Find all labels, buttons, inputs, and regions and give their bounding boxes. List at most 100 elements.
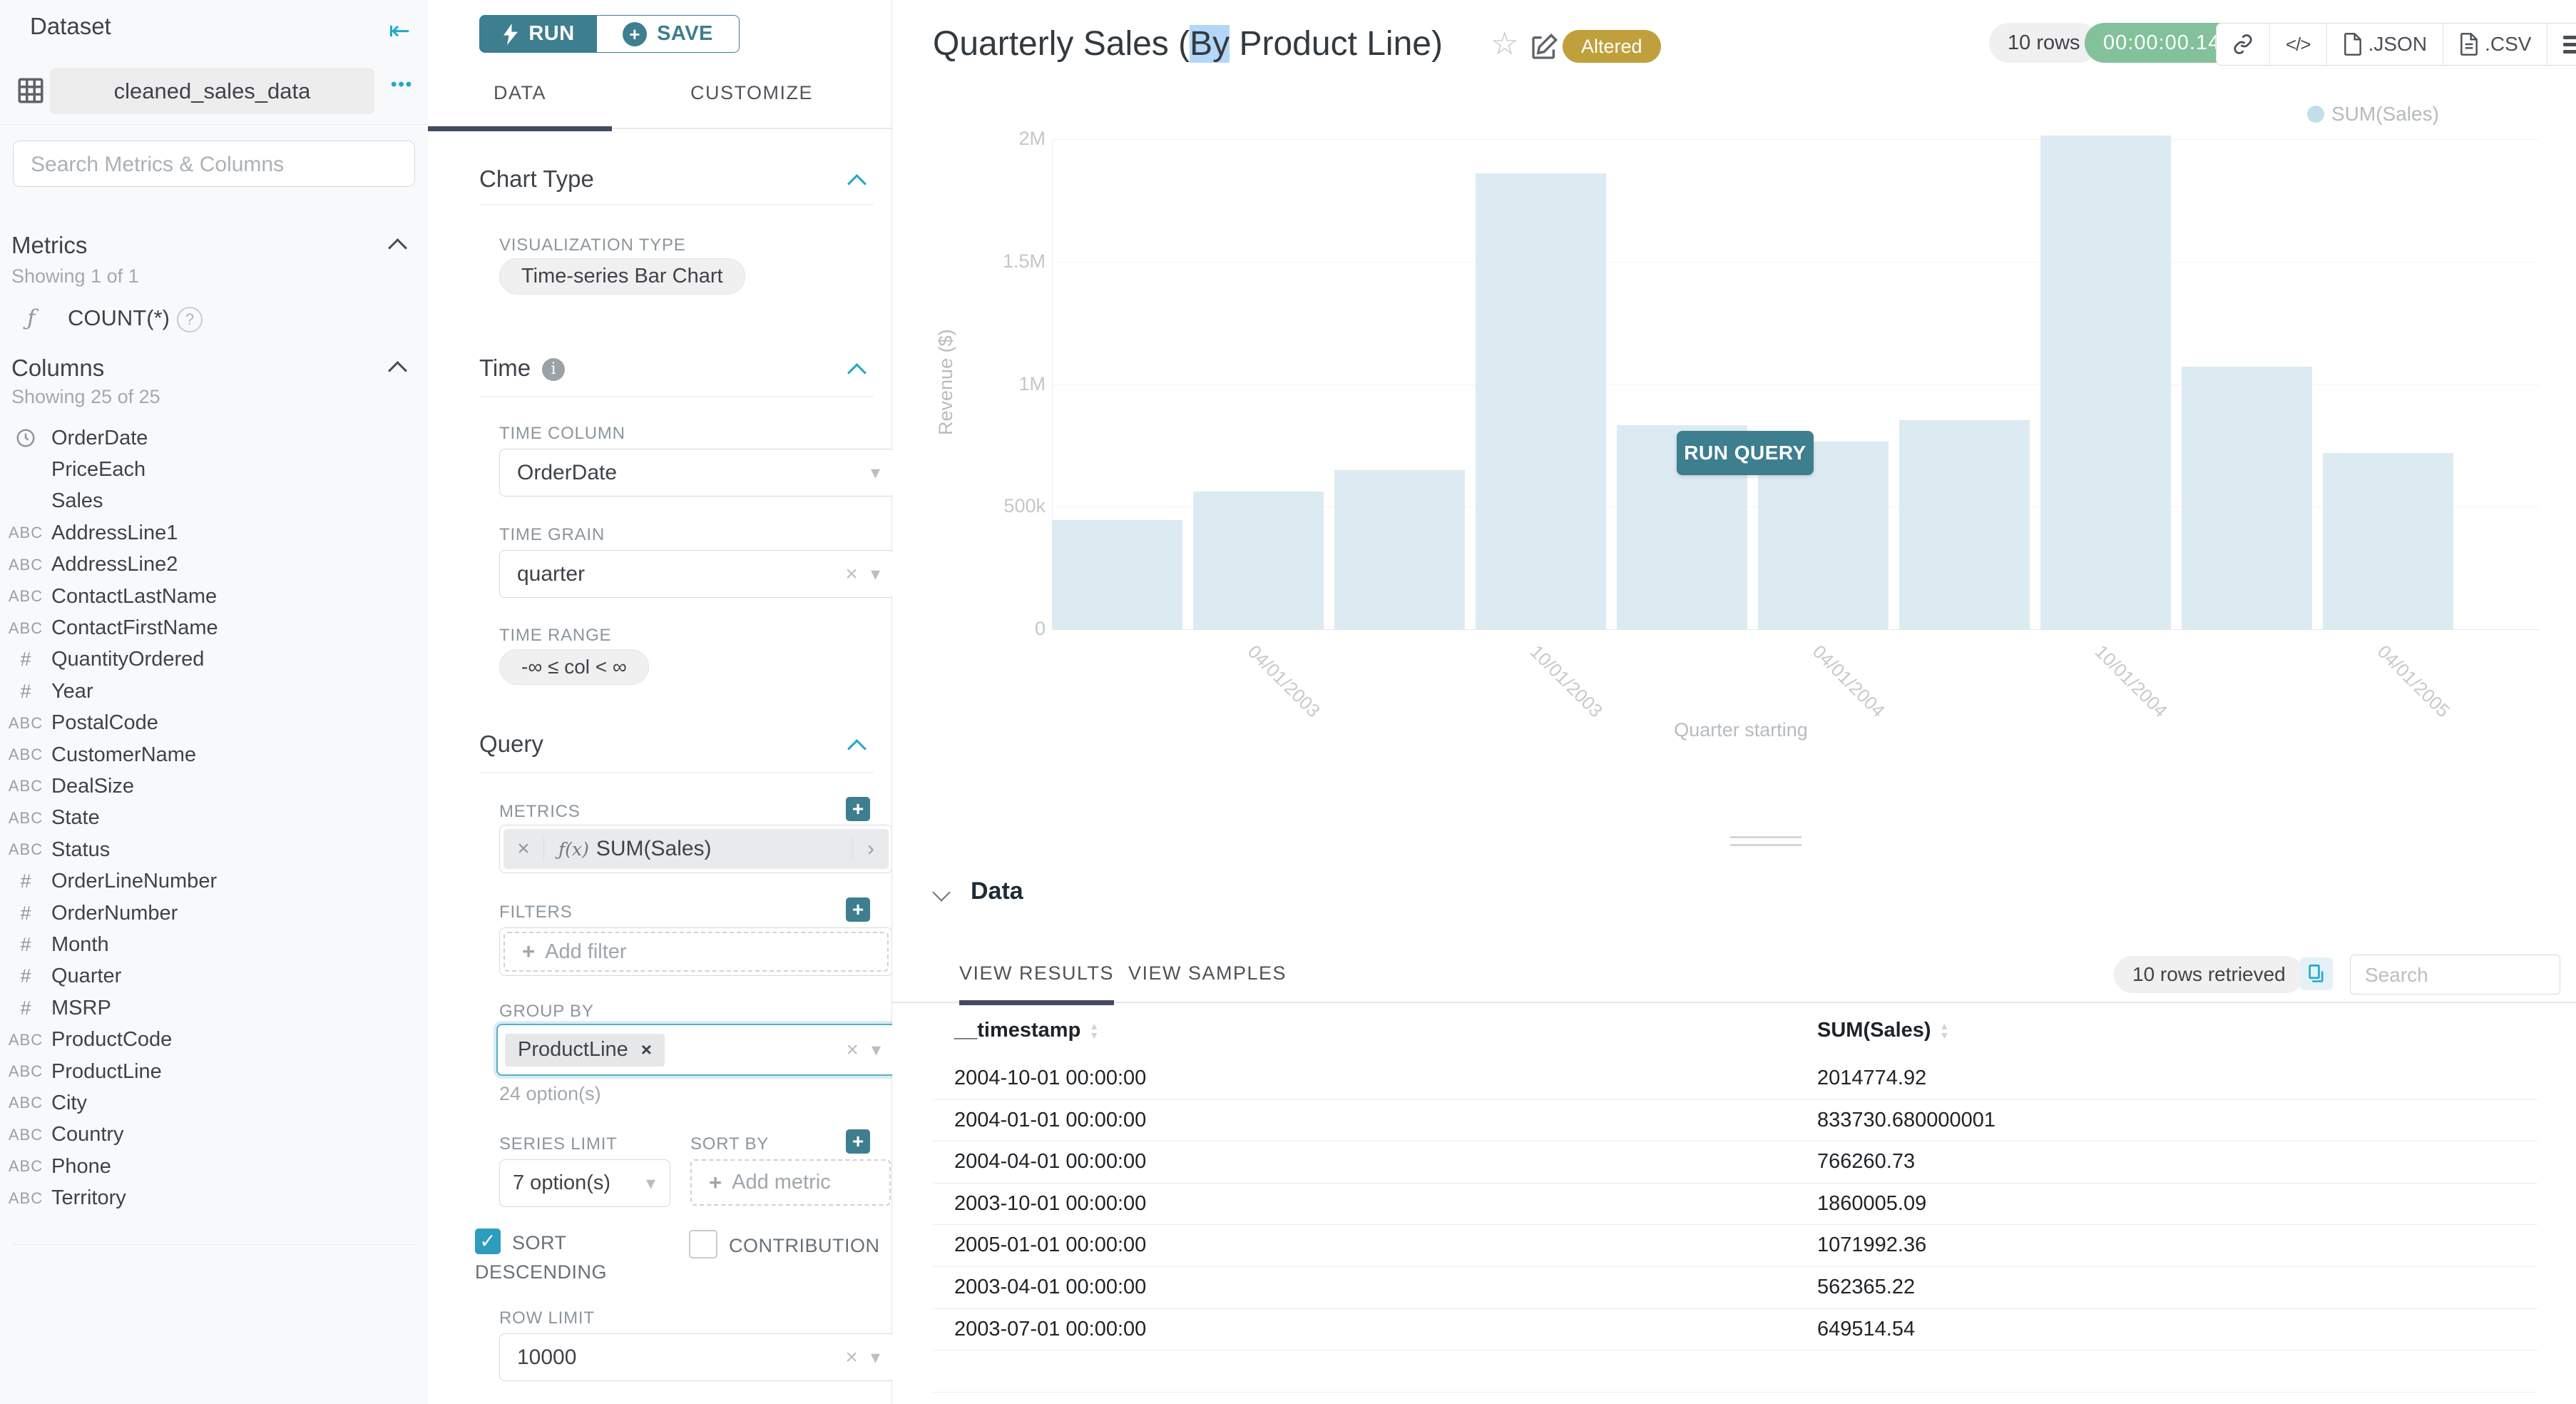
column-item-ordernumber[interactable]: # OrderNumber <box>0 897 428 929</box>
column-header-sum-sales[interactable]: SUM(Sales) ▲ ▼ <box>1817 1019 1950 1042</box>
column-item-productline[interactable]: ABC ProductLine <box>0 1056 428 1087</box>
column-header-timestamp[interactable]: __timestamp ▲ ▼ <box>954 1019 1100 1042</box>
bar-2003-01-01[interactable] <box>1052 520 1182 629</box>
columns-showing: Showing 25 of 25 <box>11 386 160 407</box>
add-sort-metric-button[interactable]: + <box>846 1129 870 1154</box>
more-options-button[interactable] <box>2547 24 2576 65</box>
column-item-month[interactable]: # Month <box>0 929 428 960</box>
bar-2003-10-01[interactable] <box>1476 173 1606 629</box>
viz-type-value[interactable]: Time-series Bar Chart <box>499 258 745 295</box>
share-link-button[interactable] <box>2217 24 2269 65</box>
tab-view-results[interactable]: VIEW RESULTS <box>959 952 1115 1005</box>
table-row[interactable]: 2003-10-01 00:00:00 1860005.09 <box>933 1183 2537 1226</box>
collapse-left-icon[interactable]: ⇤ <box>389 16 411 45</box>
favorite-star-icon[interactable]: ☆ <box>1491 26 1519 61</box>
chevron-right-icon[interactable]: › <box>852 837 889 861</box>
table-row[interactable]: 2004-01-01 00:00:00 833730.680000001 <box>933 1099 2537 1142</box>
column-item-sales[interactable]: Sales <box>0 486 428 517</box>
time-collapse-icon[interactable] <box>847 363 867 382</box>
remove-metric-icon[interactable]: × <box>504 837 544 861</box>
abc-icon: ABC <box>8 619 44 637</box>
column-item-quantityordered[interactable]: # QuantityOrdered <box>0 644 428 676</box>
bar-2003-07-01[interactable] <box>1334 470 1465 629</box>
column-item-postalcode[interactable]: ABC PostalCode <box>0 708 428 739</box>
time-grain-select[interactable]: quarter × ▾ <box>499 550 895 598</box>
embed-code-button[interactable]: </> <box>2269 24 2326 65</box>
export-json-button[interactable]: .JSON <box>2326 24 2443 65</box>
column-item-year[interactable]: # Year <box>0 676 428 707</box>
bar-2004-10-01[interactable] <box>2040 136 2171 629</box>
export-csv-button[interactable]: .CSV <box>2443 24 2547 65</box>
column-item-phone[interactable]: ABC Phone <box>0 1151 428 1182</box>
metric-chip[interactable]: × ƒ(x) SUM(Sales) › <box>504 829 889 869</box>
info-icon[interactable]: i <box>542 358 565 381</box>
remove-chip-icon[interactable]: × <box>640 1039 652 1060</box>
table-row[interactable]: 2004-04-01 00:00:00 766260.73 <box>933 1141 2537 1184</box>
add-filter-dropzone[interactable]: + Add filter <box>504 932 889 972</box>
metric-item[interactable]: COUNT(*) <box>68 305 170 330</box>
tab-view-samples[interactable]: VIEW SAMPLES <box>1128 962 1287 984</box>
column-item-city[interactable]: ABC City <box>0 1087 428 1119</box>
column-item-country[interactable]: ABC Country <box>0 1119 428 1151</box>
column-item-orderdate[interactable]: OrderDate <box>0 422 428 454</box>
column-item-productcode[interactable]: ABC ProductCode <box>0 1024 428 1055</box>
contribution-checkbox[interactable] <box>689 1230 717 1258</box>
help-icon[interactable]: ? <box>177 307 203 332</box>
time-range-value[interactable]: -∞ ≤ col < ∞ <box>499 649 649 685</box>
dataset-more-icon[interactable]: ••• <box>391 75 414 94</box>
edit-title-icon[interactable] <box>1530 33 1558 61</box>
table-row[interactable]: 2003-04-01 00:00:00 562365.22 <box>933 1266 2537 1309</box>
altered-badge[interactable]: Altered <box>1563 30 1661 63</box>
group-by-select[interactable]: ProductLine × × ▾ <box>496 1024 896 1076</box>
abc-icon: ABC <box>8 840 44 859</box>
clear-icon[interactable]: × <box>845 561 858 586</box>
tab-customize[interactable]: CUSTOMIZE <box>690 82 813 103</box>
panel-resize-handle[interactable] <box>1730 836 1801 852</box>
query-collapse-icon[interactable] <box>847 739 867 758</box>
column-item-contactfirstname[interactable]: ABC ContactFirstName <box>0 612 428 644</box>
column-item-addressline1[interactable]: ABC AddressLine1 <box>0 517 428 549</box>
column-item-dealsize[interactable]: ABC DealSize <box>0 770 428 802</box>
clear-icon[interactable]: × <box>846 1037 859 1062</box>
bar-2005-01-01[interactable] <box>2182 367 2312 629</box>
column-item-msrp[interactable]: # MSRP <box>0 992 428 1024</box>
run-button[interactable]: RUN <box>479 15 598 53</box>
table-row[interactable]: 2003-07-01 00:00:00 649514.54 <box>933 1308 2537 1351</box>
legend-item[interactable]: SUM(Sales) <box>2307 103 2439 126</box>
search-metrics-columns-input[interactable] <box>29 141 393 188</box>
collapse-data-icon[interactable] <box>932 883 951 902</box>
column-item-orderlinenumber[interactable]: # OrderLineNumber <box>0 865 428 897</box>
chart-title[interactable]: Quarterly Sales (By Product Line) <box>933 25 1443 63</box>
dataset-name[interactable]: cleaned_sales_data <box>50 68 374 114</box>
group-by-chip[interactable]: ProductLine × <box>505 1033 665 1067</box>
column-item-priceeach[interactable]: PriceEach <box>0 454 428 485</box>
row-limit-select[interactable]: 10000 × ▾ <box>499 1333 895 1381</box>
sort-by-dropzone[interactable]: + Add metric <box>690 1159 891 1206</box>
column-item-customername[interactable]: ABC CustomerName <box>0 739 428 770</box>
chart-type-collapse-icon[interactable] <box>847 174 867 193</box>
results-search-input[interactable] <box>2363 955 2550 995</box>
add-filter-button[interactable]: + <box>846 897 870 922</box>
bar-2004-07-01[interactable] <box>1899 420 2030 629</box>
add-metric-button[interactable]: + <box>846 797 870 821</box>
bar-2005-04-01[interactable] <box>2323 453 2453 629</box>
columns-collapse-icon[interactable] <box>388 361 407 380</box>
table-row[interactable]: 2004-10-01 00:00:00 2014774.92 <box>933 1057 2537 1100</box>
metrics-collapse-icon[interactable] <box>388 238 407 258</box>
column-item-state[interactable]: ABC State <box>0 803 428 834</box>
clear-icon[interactable]: × <box>845 1345 858 1369</box>
sort-descending-checkbox[interactable]: ✓ <box>475 1228 501 1254</box>
copy-data-button[interactable] <box>2300 957 2333 990</box>
tab-data[interactable]: DATA <box>428 60 612 131</box>
column-item-status[interactable]: ABC Status <box>0 834 428 865</box>
column-item-contactlastname[interactable]: ABC ContactLastName <box>0 581 428 612</box>
column-item-quarter[interactable]: # Quarter <box>0 961 428 992</box>
save-button[interactable]: + SAVE <box>597 15 740 53</box>
run-query-button[interactable]: RUN QUERY <box>1677 431 1814 475</box>
time-column-select[interactable]: OrderDate ▾ <box>499 449 895 497</box>
column-item-addressline2[interactable]: ABC AddressLine2 <box>0 549 428 581</box>
table-row[interactable]: 2005-01-01 00:00:00 1071992.36 <box>933 1224 2537 1267</box>
series-limit-select[interactable]: 7 option(s) ▾ <box>499 1159 670 1207</box>
column-item-territory[interactable]: ABC Territory <box>0 1182 428 1214</box>
bar-2003-04-01[interactable] <box>1193 492 1324 629</box>
